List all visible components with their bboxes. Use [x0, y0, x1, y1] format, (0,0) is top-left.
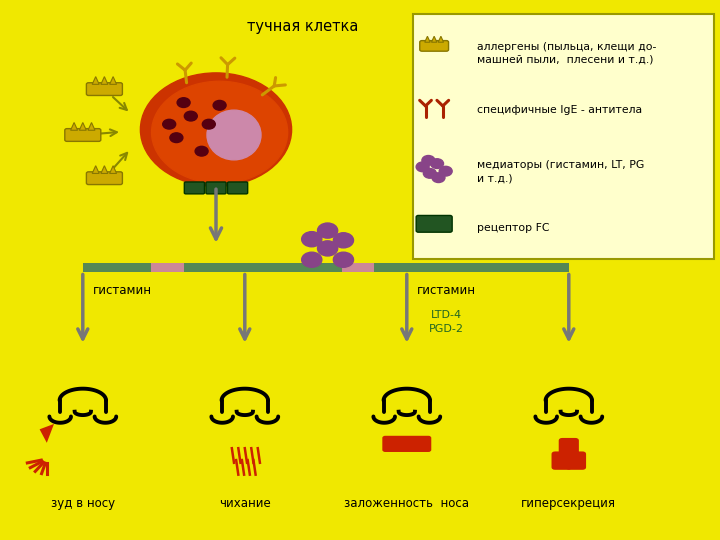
Circle shape [416, 162, 429, 172]
FancyBboxPatch shape [420, 40, 449, 51]
Polygon shape [431, 36, 437, 42]
Circle shape [152, 81, 288, 184]
Polygon shape [88, 123, 95, 130]
Polygon shape [109, 166, 117, 173]
Polygon shape [71, 123, 78, 130]
Circle shape [163, 119, 176, 129]
Polygon shape [92, 166, 99, 173]
Ellipse shape [207, 110, 261, 160]
Polygon shape [109, 77, 117, 84]
Text: гиперсекреция: гиперсекреция [521, 497, 616, 510]
FancyBboxPatch shape [206, 182, 226, 194]
Circle shape [302, 252, 322, 267]
Circle shape [177, 98, 190, 107]
FancyBboxPatch shape [552, 451, 572, 470]
FancyBboxPatch shape [184, 182, 204, 194]
FancyBboxPatch shape [416, 215, 452, 232]
Circle shape [439, 166, 452, 176]
FancyBboxPatch shape [151, 263, 184, 272]
Circle shape [202, 119, 215, 129]
FancyBboxPatch shape [413, 14, 714, 259]
FancyBboxPatch shape [86, 83, 122, 96]
Circle shape [422, 156, 435, 165]
FancyBboxPatch shape [86, 172, 122, 185]
Text: специфичные IgE - антитела: специфичные IgE - антитела [477, 105, 642, 116]
Circle shape [195, 146, 208, 156]
Polygon shape [438, 36, 444, 42]
Circle shape [432, 173, 445, 183]
Text: заложенность  носа: заложенность носа [344, 497, 469, 510]
FancyBboxPatch shape [566, 451, 586, 470]
FancyBboxPatch shape [65, 129, 101, 141]
Text: медиаторы (гистамин, LT, PG
и т.д.): медиаторы (гистамин, LT, PG и т.д.) [477, 160, 644, 183]
Polygon shape [425, 36, 430, 42]
Polygon shape [40, 424, 54, 443]
Polygon shape [101, 166, 108, 173]
Polygon shape [101, 77, 108, 84]
Circle shape [140, 73, 292, 186]
Circle shape [333, 233, 354, 248]
Circle shape [170, 133, 183, 143]
Text: тучная клетка: тучная клетка [247, 19, 358, 34]
Text: чихание: чихание [219, 497, 271, 510]
Circle shape [423, 168, 436, 178]
FancyBboxPatch shape [382, 436, 431, 452]
Polygon shape [92, 77, 99, 84]
FancyBboxPatch shape [559, 438, 579, 456]
Circle shape [431, 159, 444, 168]
FancyBboxPatch shape [83, 263, 569, 272]
Polygon shape [79, 123, 86, 130]
Text: LTD-4
PGD-2: LTD-4 PGD-2 [429, 310, 464, 334]
FancyBboxPatch shape [342, 263, 374, 272]
Text: аллергены (пыльца, клещи до-
машней пыли,  плесени и т.д.): аллергены (пыльца, клещи до- машней пыли… [477, 42, 657, 64]
Circle shape [213, 100, 226, 110]
Text: гистамин: гистамин [417, 284, 476, 297]
Circle shape [333, 252, 354, 267]
Circle shape [318, 241, 338, 256]
Circle shape [184, 111, 197, 121]
Circle shape [318, 223, 338, 238]
FancyBboxPatch shape [228, 182, 248, 194]
Text: зуд в носу: зуд в носу [50, 497, 115, 510]
Circle shape [302, 232, 322, 247]
Text: рецептор FC: рецептор FC [477, 223, 550, 233]
Text: гистамин: гистамин [93, 284, 152, 297]
